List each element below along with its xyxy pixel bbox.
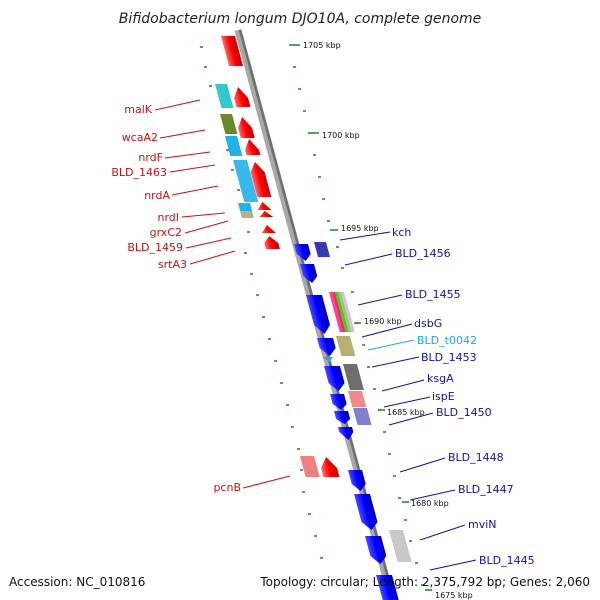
gene-arrow [294, 244, 311, 261]
gene-arrow [317, 338, 336, 356]
gene-arrow [348, 470, 366, 491]
gene-arrow [238, 117, 255, 138]
kbp-label: 1690 kbp [364, 317, 402, 326]
gene-arrow [334, 411, 351, 424]
gene-label-nrdF: nrdF [138, 151, 163, 164]
gene-label-BLD_1445: BLD_1445 [479, 554, 535, 567]
reverse-strand-genes [221, 36, 340, 477]
gene-label-mviN: mviN [468, 518, 497, 531]
gene-label-BLD_1463: BLD_1463 [111, 166, 167, 179]
gene-label-BLD_1455: BLD_1455 [405, 288, 461, 301]
gene-arrow [354, 494, 378, 530]
gene-arrow [376, 575, 399, 600]
gene-label-kch: kch [392, 226, 411, 239]
gene-label-nrdA: nrdA [144, 189, 170, 202]
gene-label-BLD_1447: BLD_1447 [458, 483, 514, 496]
rna-leader-line [367, 339, 415, 351]
right-gene-labels: kch BLD_1456 BLD_1455 dsbG BLD_t0042 BLD… [392, 226, 535, 567]
right-leader-lines [339, 231, 477, 571]
gene-label-ispE: ispE [432, 390, 455, 403]
gene-label-BLD_t0042: BLD_t0042 [417, 334, 477, 347]
gene-arrow [264, 236, 280, 249]
gene-arrow [365, 536, 387, 564]
gene-arrow [321, 457, 340, 477]
forward-strand-genes [294, 244, 399, 600]
kbp-label: 1680 kbp [411, 499, 449, 508]
gene-arrow [300, 264, 318, 283]
gene-label-BLD_1450: BLD_1450 [436, 406, 492, 419]
gene-arrow [338, 427, 354, 440]
gene-label-wcaA2: wcaA2 [122, 131, 158, 144]
gene-arrow [324, 366, 345, 391]
gene-arrow [221, 36, 244, 66]
kbp-label: 1675 kbp [435, 591, 473, 600]
gene-label-nrdI: nrdI [157, 211, 179, 224]
map-title: Bifidobacterium longum DJO10A, complete … [119, 11, 482, 27]
gene-arrow [262, 225, 276, 233]
topology-text: Topology: circular; Length: 2,375,792 bp… [259, 575, 590, 589]
gene-arrow [259, 211, 274, 217]
rna-arrow [323, 357, 333, 362]
left-tick-track [200, 46, 329, 581]
kbp-scale: 1705 kbp 1700 kbp 1695 kbp 1690 kbp 1685… [292, 41, 473, 600]
gene-arrow [306, 295, 331, 334]
left-leader-lines [154, 99, 291, 489]
accession-text: Accession: NC_010816 [9, 575, 145, 589]
gene-arrow [234, 87, 251, 107]
gene-label-BLD_1459: BLD_1459 [127, 241, 183, 254]
gene-label-BLD_1456: BLD_1456 [395, 247, 451, 260]
gene-label-BLD_1453: BLD_1453 [421, 351, 477, 364]
gene-arrow [257, 202, 272, 210]
gene-label-malK: malK [124, 103, 153, 116]
gene-arrow [245, 139, 261, 155]
kbp-label: 1705 kbp [303, 41, 341, 50]
gene-label-dsbG: dsbG [414, 317, 442, 330]
left-gene-labels: malK wcaA2 nrdF BLD_1463 nrdA nrdI grxC2… [111, 103, 241, 494]
gene-label-BLD_1448: BLD_1448 [448, 451, 504, 464]
category-boxes [215, 84, 412, 562]
gene-label-grxC2: grxC2 [150, 226, 182, 239]
gene-label-ksgA: ksgA [427, 372, 454, 385]
kbp-label: 1695 kbp [341, 224, 379, 233]
gene-arrow [330, 394, 347, 410]
kbp-label: 1685 kbp [387, 408, 425, 417]
right-tick-track [289, 44, 424, 586]
gene-label-pcnB: pcnB [213, 481, 241, 494]
gene-label-srtA3: srtA3 [158, 258, 187, 271]
kbp-label: 1700 kbp [322, 131, 360, 140]
gene-arrow [250, 162, 272, 197]
